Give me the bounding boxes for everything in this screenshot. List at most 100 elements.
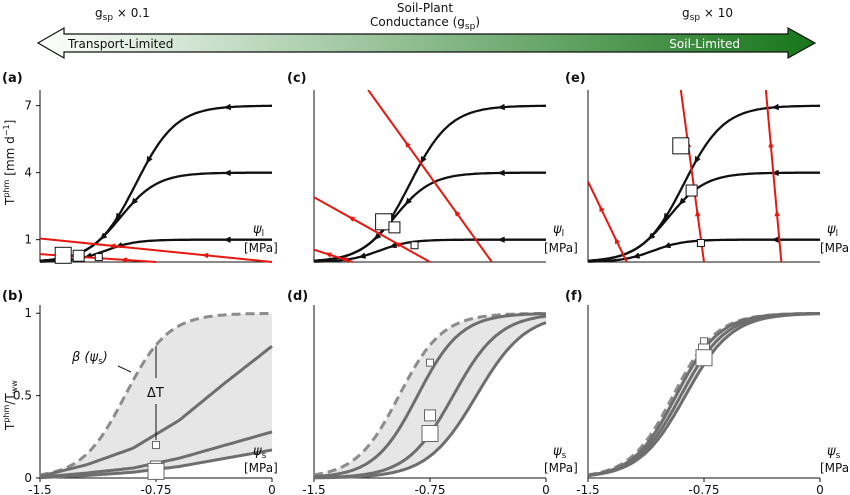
- response-curve: [313, 312, 546, 479]
- supply-line: [40, 237, 272, 263]
- xtick-label: -1.5: [302, 483, 325, 495]
- arrowhead: [120, 257, 128, 263]
- panel-e: (e) ψl [MPa]: [565, 71, 850, 263]
- beta-curve: [39, 311, 272, 477]
- arrowhead: [663, 241, 672, 249]
- response-marker: [426, 358, 434, 367]
- psi-s-label-f: ψs: [827, 444, 841, 461]
- supply-line: [367, 90, 493, 263]
- response-marker: [421, 425, 439, 443]
- arrowhead: [325, 252, 332, 258]
- arrowhead: [768, 140, 774, 148]
- arrowhead: [389, 241, 398, 249]
- arrowhead: [394, 242, 402, 248]
- demand-curve: [588, 171, 820, 262]
- arrowhead: [771, 169, 779, 177]
- center-title-line1: Soil-Plant: [397, 1, 453, 15]
- transport-limited-label: Transport-Limited: [67, 37, 173, 51]
- unit-label-a: [MPa]: [244, 241, 278, 255]
- arrowhead: [420, 155, 427, 164]
- panel-label-e: (e): [565, 71, 586, 86]
- xtick-label: 0: [816, 483, 824, 495]
- arrowhead: [223, 169, 231, 177]
- xtick-label: -0.75: [140, 483, 171, 495]
- demand-curve: [40, 171, 272, 262]
- arrowhead: [614, 237, 621, 245]
- arrowhead: [201, 252, 209, 259]
- arrowhead: [632, 252, 641, 259]
- xtick-label: 0: [542, 483, 550, 495]
- delta-t-label: ΔT: [147, 386, 164, 401]
- panel-label-d: (d): [287, 289, 308, 304]
- ytick-label: 1: [24, 233, 32, 247]
- response-marker: [424, 409, 436, 422]
- delta-t-shading: [40, 313, 272, 478]
- arrowhead: [678, 197, 687, 206]
- arrowhead: [340, 257, 348, 263]
- psi-l-label-a: ψl: [253, 222, 264, 239]
- center-title-line2: Conductance (gsp): [370, 15, 480, 32]
- panel-c: (c) ψl [MPa]: [287, 71, 578, 263]
- arrowhead: [130, 197, 139, 206]
- operating-point-marker: [54, 246, 72, 264]
- demand-curve: [314, 238, 546, 263]
- xtick-label: -0.75: [688, 483, 719, 495]
- panel-f: (f) -1.5 -0.75 0 ψs [MPa]: [565, 289, 850, 495]
- arrowhead: [404, 197, 413, 206]
- header: gsp × 0.1 Soil-Plant Conductance (gsp) g…: [36, 1, 817, 60]
- operating-point-marker: [72, 249, 85, 262]
- arrowhead: [694, 155, 701, 164]
- xtick-label: -1.5: [28, 483, 51, 495]
- response-curve: [313, 321, 547, 480]
- beta-label: β (ψs): [71, 350, 108, 367]
- arrowhead: [404, 141, 411, 148]
- conductance-gradient-arrow: [36, 26, 817, 60]
- arrowhead: [223, 103, 231, 111]
- unit-label-e: [MPa]: [820, 241, 850, 255]
- panel-d: (d) -1.5 -0.75 0 ψs [MPa]: [287, 289, 578, 495]
- xtick-label: 0: [268, 483, 276, 495]
- arrowhead: [774, 209, 781, 217]
- psi-s-label-b: ψs: [253, 444, 267, 461]
- arrowhead: [223, 236, 231, 243]
- demand-curve: [314, 171, 546, 262]
- psi-l-label-c: ψl: [553, 222, 564, 239]
- supply-line: [679, 90, 705, 263]
- unit-label-f: [MPa]: [820, 461, 850, 475]
- delta-t-shading: [314, 313, 546, 478]
- beta-leader-line: [117, 365, 132, 373]
- panel-label-c: (c): [287, 71, 307, 86]
- ytick-label: 0: [24, 471, 32, 485]
- panel-a: (a) 1 4 7 ψl [MPa]: [2, 71, 278, 264]
- response-marker: [152, 441, 160, 450]
- ytick-label: 7: [24, 99, 32, 113]
- arrowhead: [599, 205, 605, 213]
- response-marker: [695, 349, 713, 367]
- supply-line: [314, 196, 431, 263]
- psi-l-label-e: ψl: [827, 222, 838, 239]
- ytick-label: 0.5: [13, 389, 32, 403]
- arrowhead: [373, 232, 382, 240]
- response-marker: [147, 462, 165, 480]
- arrowhead: [694, 209, 701, 217]
- panel-b: (b) 0 0.5 1 -1.5 -0.75 0 β (ψs) ΔT ψs [MPa]: [2, 289, 278, 495]
- arrowhead: [454, 209, 461, 217]
- supply-line: [764, 90, 783, 263]
- top-row-ylabel: Tphm[mm d−1]: [2, 120, 17, 206]
- panel-label-b: (b): [2, 289, 23, 304]
- unit-label-c: [MPa]: [544, 241, 578, 255]
- arrowhead: [146, 155, 153, 164]
- operating-point-marker: [696, 239, 705, 248]
- operating-point-marker: [410, 241, 419, 250]
- arrowhead: [108, 243, 116, 249]
- operating-point-marker: [388, 221, 401, 234]
- left-conductance-label: gsp × 0.1: [95, 6, 150, 23]
- supply-line: [588, 181, 628, 263]
- xtick-label: -0.75: [414, 483, 445, 495]
- arrowhead: [771, 103, 779, 111]
- operating-point-marker: [672, 137, 690, 155]
- arrowhead: [99, 232, 108, 240]
- psi-s-label-d: ψs: [553, 444, 567, 461]
- unit-label-d: [MPa]: [544, 461, 578, 475]
